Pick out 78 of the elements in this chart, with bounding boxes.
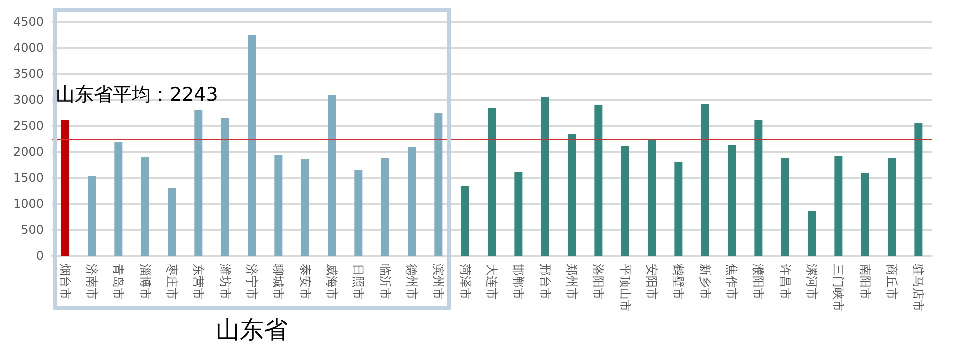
bar <box>461 186 470 256</box>
x-tick-label: 泰安市 <box>298 264 312 300</box>
x-tick-label: 三门峡市 <box>832 264 846 312</box>
bar <box>88 176 96 256</box>
bar <box>408 147 416 256</box>
y-tick-label: 4500 <box>13 15 44 29</box>
bar <box>594 105 603 256</box>
x-tick-label: 东营市 <box>192 264 206 300</box>
y-tick-label: 0 <box>36 249 44 263</box>
bar <box>221 118 230 256</box>
x-tick-label: 青岛市 <box>112 264 126 300</box>
x-tick-label: 许昌市 <box>778 264 792 300</box>
x-tick-label: 漯河市 <box>805 264 819 300</box>
text: 山东省 <box>216 316 288 344</box>
bar <box>701 104 710 256</box>
x-tick-label: 滨州市 <box>432 264 446 300</box>
x-tick-label: 郑州市 <box>565 264 579 300</box>
bar <box>568 134 576 256</box>
x-tick-label: 枣庄市 <box>165 264 179 300</box>
x-tick-label: 南阳市 <box>858 264 872 300</box>
y-tick-label: 2000 <box>13 145 44 159</box>
x-tick-label: 邯郸市 <box>512 264 526 300</box>
x-tick-label: 新乡市 <box>698 264 712 300</box>
x-tick-label: 德州市 <box>405 264 419 300</box>
x-tick-label: 威海市 <box>325 264 339 300</box>
bar <box>621 146 630 256</box>
bar <box>381 158 390 256</box>
x-tick-label: 驻马店市 <box>912 264 926 312</box>
x-tick-label: 安阳市 <box>645 264 659 300</box>
x-tick-label: 洛阳市 <box>592 264 606 300</box>
bar <box>434 114 443 256</box>
bar <box>674 162 683 256</box>
y-tick-label: 500 <box>21 223 44 237</box>
bar <box>141 157 150 256</box>
bar <box>728 145 736 256</box>
x-tick-label: 烟台市 <box>58 264 72 300</box>
bar <box>541 97 550 256</box>
x-tick-label: 日照市 <box>352 264 366 300</box>
bar <box>514 172 523 256</box>
bar <box>861 173 870 256</box>
x-tick-label: 聊城市 <box>272 264 286 300</box>
bar <box>488 108 496 256</box>
ref-line-label: 山东省平均：2243 <box>56 84 218 106</box>
bar <box>808 211 816 256</box>
x-tick-label: 菏泽市 <box>458 264 472 300</box>
x-tick-label: 淄博市 <box>138 264 152 300</box>
x-tick-label: 鹤壁市 <box>672 264 686 300</box>
bar <box>754 120 763 256</box>
bar <box>328 95 336 256</box>
x-tick-label: 潍坊市 <box>218 264 232 300</box>
y-tick-label: 3000 <box>13 93 44 107</box>
bar <box>834 156 843 256</box>
x-tick-label: 济南市 <box>85 264 99 300</box>
bar <box>354 170 363 256</box>
x-tick-label: 大连市 <box>485 264 499 300</box>
x-tick-label: 商丘市 <box>885 264 899 300</box>
bar <box>888 158 896 256</box>
bar <box>914 123 923 256</box>
x-tick-label: 济宁市 <box>245 264 259 300</box>
x-tick-label: 平顶山市 <box>618 264 632 312</box>
bar <box>301 159 310 256</box>
bar <box>781 158 790 256</box>
x-tick-label: 邢台市 <box>538 264 552 300</box>
y-tick-label: 2500 <box>13 119 44 133</box>
bar <box>248 36 256 256</box>
bar <box>194 110 203 256</box>
x-tick-label: 焦作市 <box>725 264 739 300</box>
bar <box>114 142 123 256</box>
y-tick-label: 1000 <box>13 197 44 211</box>
bar <box>648 140 656 256</box>
bar <box>274 155 283 256</box>
y-tick-label: 4000 <box>13 41 44 55</box>
y-tick-label: 3500 <box>13 67 44 81</box>
x-tick-label: 濮阳市 <box>752 264 766 300</box>
bar <box>168 188 176 256</box>
bar <box>61 120 70 256</box>
x-tick-label: 临沂市 <box>378 264 392 300</box>
y-tick-label: 1500 <box>13 171 44 185</box>
